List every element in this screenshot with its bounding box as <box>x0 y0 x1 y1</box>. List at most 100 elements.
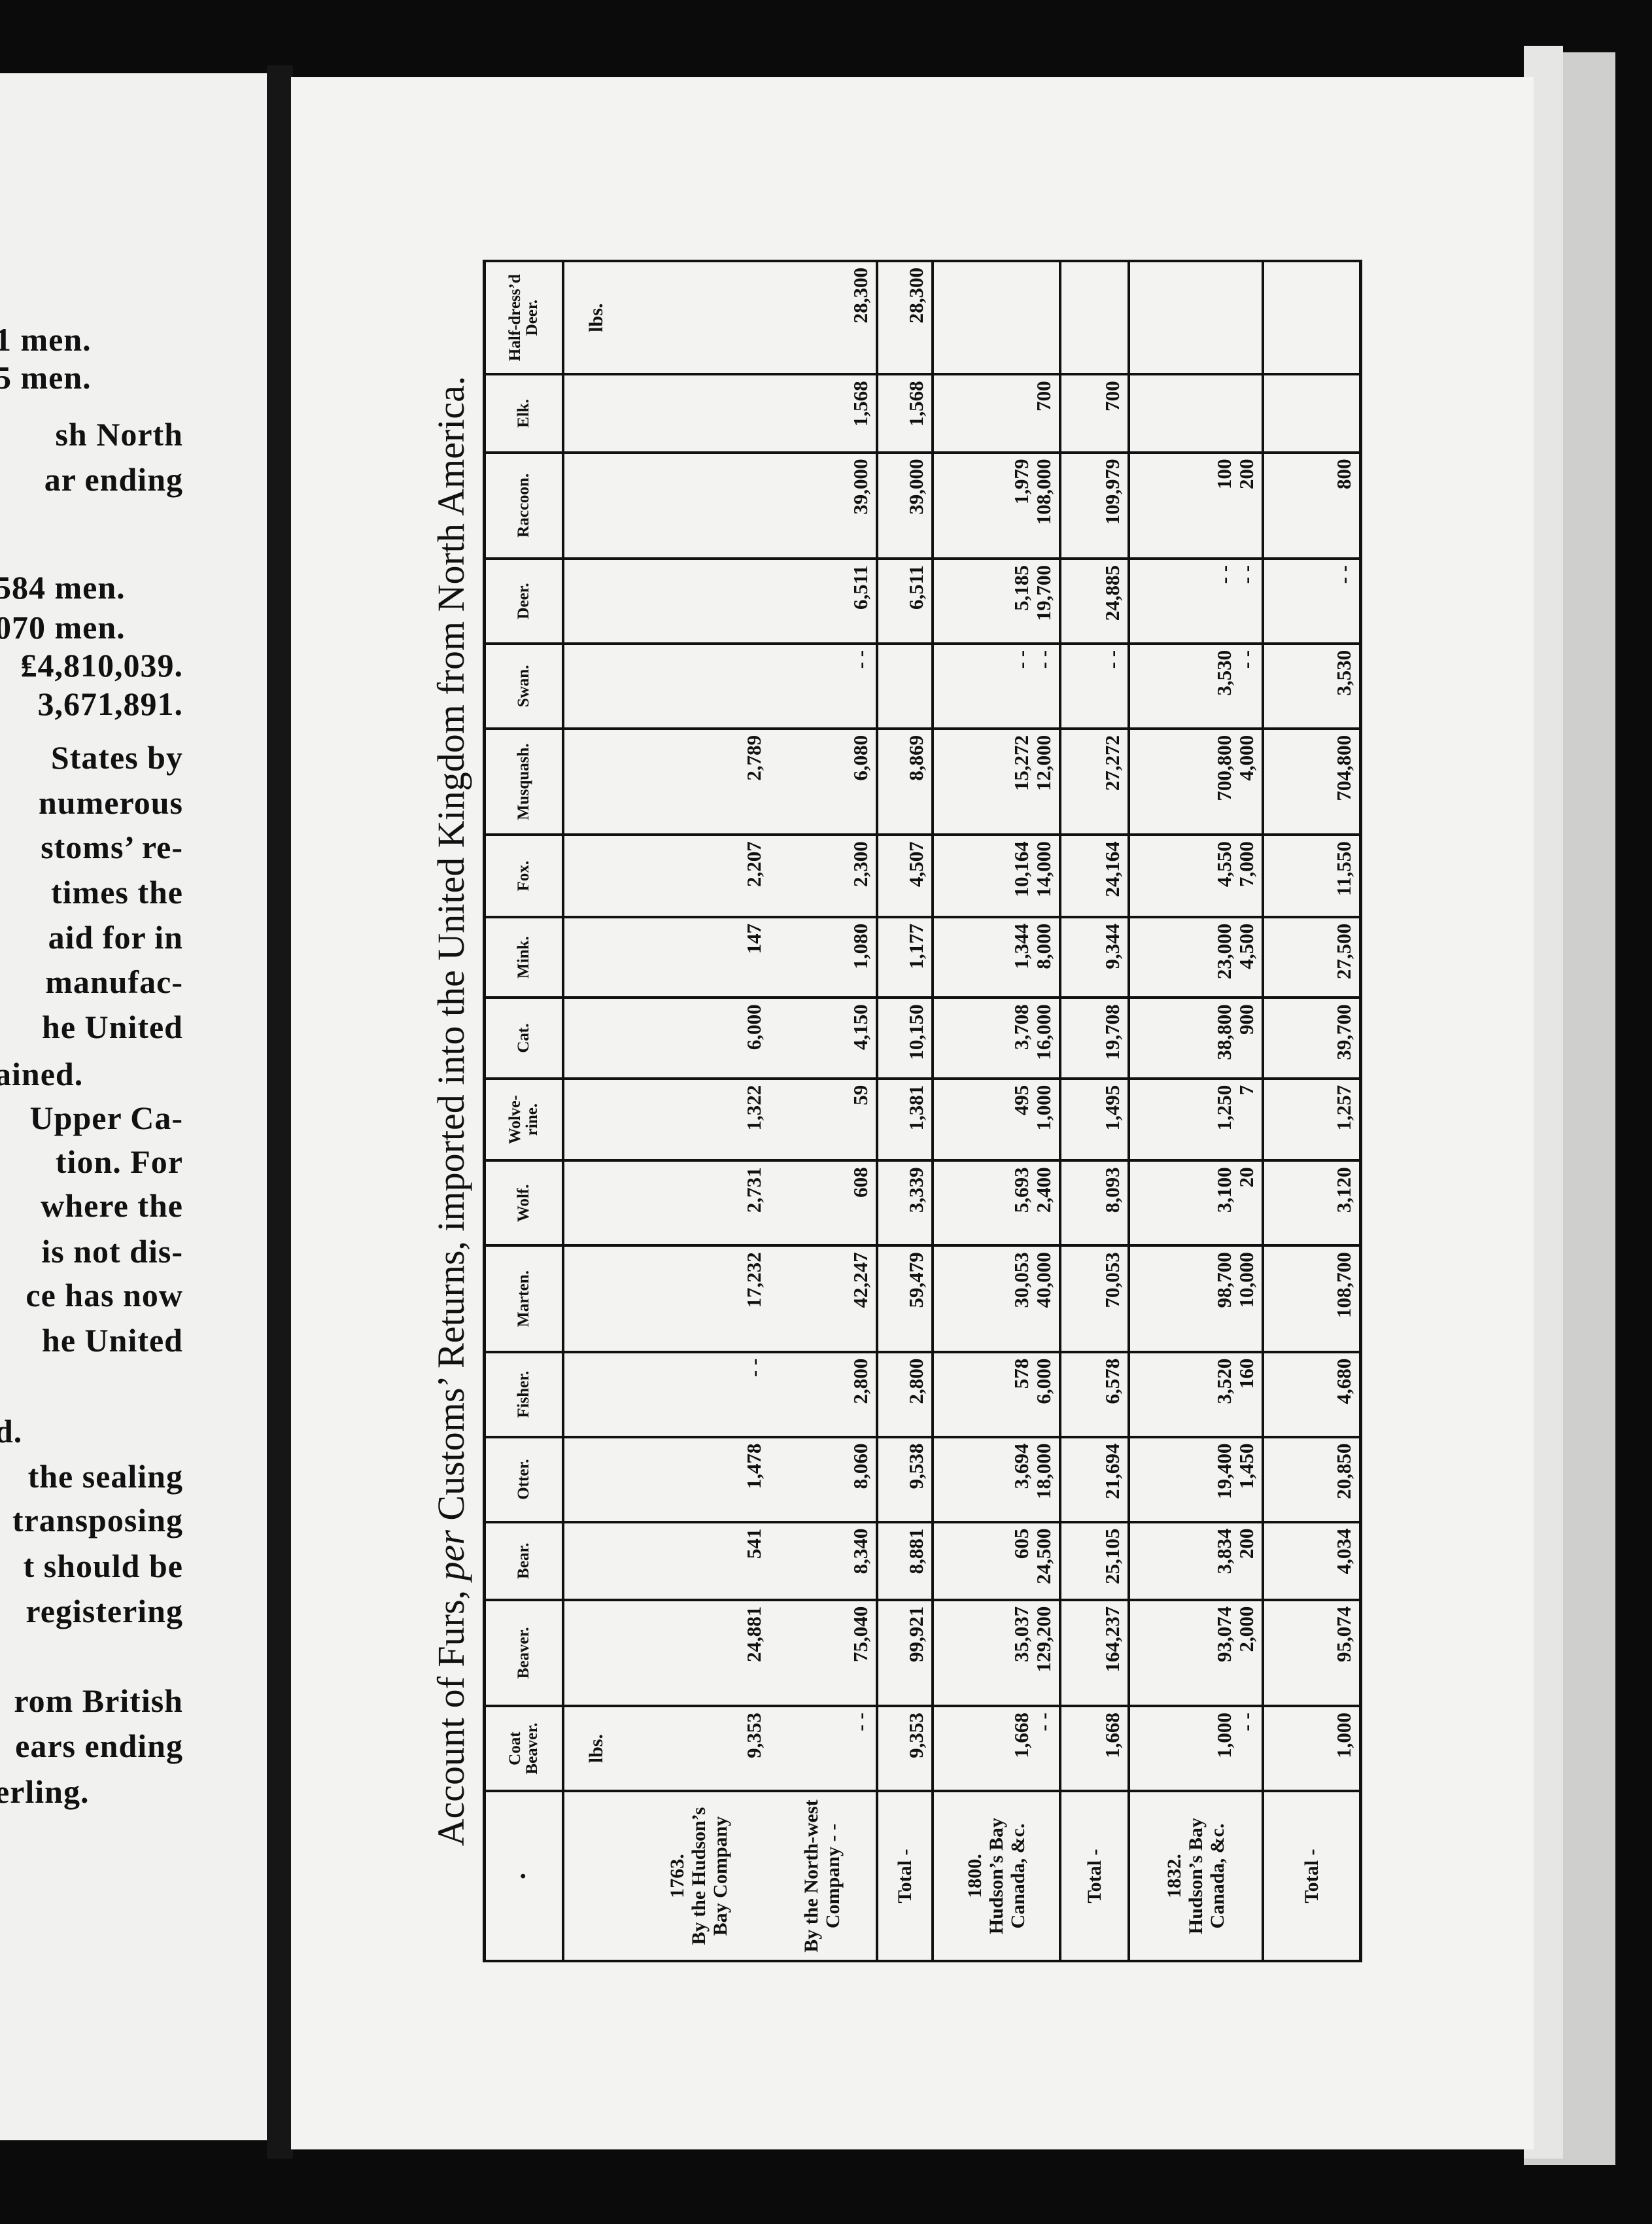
table-cell <box>628 558 769 644</box>
table-cell: 93,074 2,000 <box>1128 1599 1263 1707</box>
table-cell: 24,881 <box>628 1599 769 1707</box>
table-cell: 704,800 <box>1262 728 1361 835</box>
table-cell: 4,680 <box>1262 1351 1361 1437</box>
text-line: 1 men. <box>0 321 92 358</box>
table-cell: 6,578 <box>1059 1351 1129 1437</box>
table-cell: - - - - <box>932 643 1060 729</box>
table-cell: 1,668 - - <box>932 1706 1060 1792</box>
table-cell: 19,708 <box>1059 998 1129 1079</box>
table-cell: 608 <box>768 1160 877 1246</box>
table-cell <box>562 1078 628 1161</box>
table-title: Account of Furs, per Customs’ Returns, i… <box>425 260 477 1962</box>
table-cell: 17,232 <box>628 1245 769 1352</box>
column-header: Cat. <box>484 998 563 1079</box>
column-header: • <box>484 1791 563 1961</box>
text-line: d. <box>0 1413 23 1450</box>
fur-imports-table: • Coat Beaver. Beaver. Bear. Otter. Fisher. Ma… <box>483 260 1362 1962</box>
table-cell: 35,037 129,200 <box>932 1599 1060 1707</box>
table-cell <box>562 1521 628 1600</box>
table-cell: 98,700 10,000 <box>1128 1245 1263 1352</box>
table-cell <box>562 1599 628 1707</box>
table-cell: 1,478 <box>628 1436 769 1522</box>
header-row: • Coat Beaver. Beaver. Bear. Otter. Fisher. Ma… <box>484 261 563 1961</box>
text-line: numerous <box>38 784 183 821</box>
table-cell: - - <box>1262 558 1361 644</box>
text-line: 5 men. <box>0 359 92 396</box>
table-cell <box>1262 261 1361 375</box>
table-cell <box>628 374 769 453</box>
row-label: Total - <box>1262 1791 1361 1961</box>
table-cell: 5,693 2,400 <box>932 1160 1060 1246</box>
table-cell: 1,568 <box>876 374 933 453</box>
text-line: stoms’ re- <box>41 829 183 865</box>
table-cell <box>562 1245 628 1352</box>
column-header: Deer. <box>484 558 563 644</box>
row-label: Total - <box>1059 1791 1129 1961</box>
table-cell: 28,300 <box>768 261 877 375</box>
table-cell: 42,247 <box>768 1245 877 1352</box>
table-cell: 605 24,500 <box>932 1521 1060 1600</box>
table-cell: - - - - <box>1128 558 1263 644</box>
table-cell <box>628 452 769 559</box>
table-cell: 24,885 <box>1059 558 1129 644</box>
table-cell: 59,479 <box>876 1245 933 1352</box>
table-cell: 25,105 <box>1059 1521 1129 1600</box>
table-cell: - - <box>768 1706 877 1792</box>
table-cell: 19,400 1,450 <box>1128 1436 1263 1522</box>
table-cell <box>562 643 628 729</box>
column-header: Fox. <box>484 835 563 917</box>
column-header: Wolf. <box>484 1160 563 1246</box>
column-header: Swan. <box>484 643 563 729</box>
row-label: By the North-west Company - - <box>768 1791 877 1961</box>
text-line: ₤4,810,039. <box>20 647 183 684</box>
text-line: times the <box>51 874 183 911</box>
table-cell: 3,694 18,000 <box>932 1436 1060 1522</box>
table-cell: 20,850 <box>1262 1436 1361 1522</box>
table-cell: 4,034 <box>1262 1521 1361 1600</box>
column-header: Raccoon. <box>484 452 563 559</box>
text-line: registering <box>26 1593 183 1629</box>
table-cell: 30,053 40,000 <box>932 1245 1060 1352</box>
table-cell: 6,000 <box>628 998 769 1079</box>
table-cell: 70,053 <box>1059 1245 1129 1352</box>
table-cell: 4,550 7,000 <box>1128 835 1263 917</box>
left-page: 1 men. 5 men. sh North ar ending 584 men. 070… <box>0 73 267 2140</box>
column-header: Elk. <box>484 374 563 453</box>
table-row: 1800. Hudson’s Bay Canada, &c. 1,668 - -3… <box>932 261 1060 1961</box>
table-cell: 9,344 <box>1059 916 1129 998</box>
table-cell: 9,353 <box>628 1706 769 1792</box>
table-cell: - - <box>1059 643 1129 729</box>
column-header: Coat Beaver. <box>484 1706 563 1792</box>
table-cell <box>562 374 628 453</box>
table-cell: 1,381 <box>876 1078 933 1161</box>
table-cell <box>562 1436 628 1522</box>
table-cell: 1,668 <box>1059 1706 1129 1792</box>
text-line: ce has now <box>26 1277 183 1313</box>
text-line: erling. <box>0 1773 90 1810</box>
table-cell: 11,550 <box>1262 835 1361 917</box>
table-row: 1832. Hudson’s Bay Canada, &c. 1,000 - -9… <box>1128 261 1263 1961</box>
table-cell <box>932 261 1060 375</box>
table-cell: 39,000 <box>768 452 877 559</box>
table-cell <box>562 1160 628 1246</box>
table-cell: 2,207 <box>628 835 769 917</box>
table-cell <box>562 728 628 835</box>
table-cell: 1,000 - - <box>1128 1706 1263 1792</box>
table-cell: 2,789 <box>628 728 769 835</box>
table-row: By the North-west Company - -- -75,040 8,… <box>768 261 877 1961</box>
total-row: Total -1,000 95,074 4,034 20,850 4,680 108,70… <box>1262 261 1361 1961</box>
table-cell: 1,495 <box>1059 1078 1129 1161</box>
table-cell: 1,979 108,000 <box>932 452 1060 559</box>
table-cell: 75,040 <box>768 1599 877 1707</box>
table-cell: lbs. <box>562 261 628 375</box>
total-row: Total -9,353 99,921 8,881 9,538 2,800 59,479 3… <box>876 261 933 1961</box>
table-cell: 578 6,000 <box>932 1351 1060 1437</box>
text-line: is not dis- <box>41 1233 183 1270</box>
table-cell: 8,093 <box>1059 1160 1129 1246</box>
table-cell: 27,500 <box>1262 916 1361 998</box>
table-cell <box>1059 261 1129 375</box>
table-cell: 6,511 <box>876 558 933 644</box>
row-label: Total - <box>876 1791 933 1961</box>
rotated-table-block: Account of Furs, per Customs’ Returns, i… <box>425 260 1362 1962</box>
table-cell: 3,530 - - <box>1128 643 1263 729</box>
